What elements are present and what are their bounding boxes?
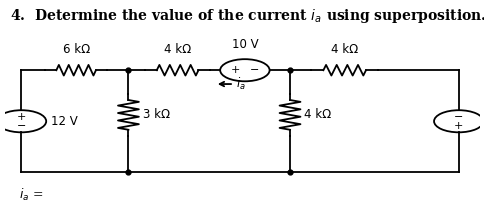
- Text: −: −: [453, 112, 463, 122]
- Text: +: +: [453, 121, 463, 131]
- Text: 4.  Determine the value of the current $i_a$ using superposition.: 4. Determine the value of the current $i…: [10, 8, 484, 25]
- Text: 3 kΩ: 3 kΩ: [142, 108, 169, 121]
- Text: +: +: [17, 112, 26, 122]
- Text: 4 kΩ: 4 kΩ: [303, 108, 331, 121]
- Text: 12 V: 12 V: [51, 115, 77, 128]
- Text: 4 kΩ: 4 kΩ: [164, 43, 191, 56]
- Text: +: +: [230, 65, 240, 75]
- Text: −: −: [249, 65, 258, 75]
- Text: $i_a$ =: $i_a$ =: [19, 187, 44, 203]
- Text: −: −: [17, 121, 26, 131]
- Text: $i_a$: $i_a$: [236, 76, 245, 92]
- Text: 4 kΩ: 4 kΩ: [331, 43, 358, 56]
- Text: 10 V: 10 V: [231, 38, 257, 51]
- Text: 6 kΩ: 6 kΩ: [62, 43, 90, 56]
